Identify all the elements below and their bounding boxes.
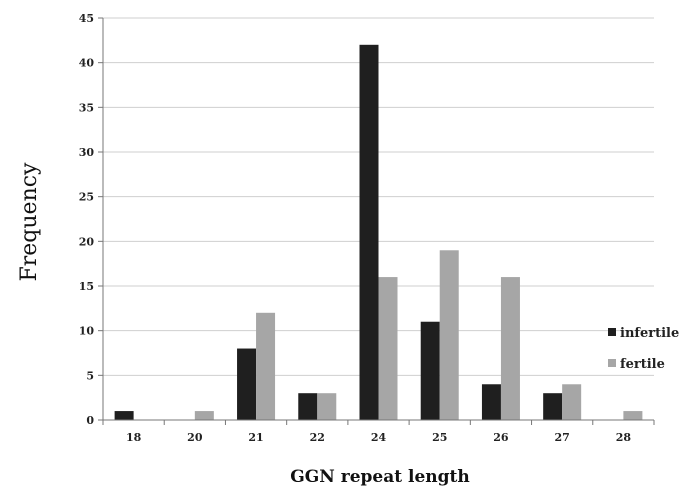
bar-infertile-18 [114,411,134,420]
legend: infertile fertile [608,326,679,372]
bar-infertile-26 [481,384,501,420]
bar-fertile-24 [378,277,398,420]
bar-fertile-27 [562,384,582,420]
bar-infertile-24 [359,44,379,421]
legend-label-fertile: fertile [620,357,665,372]
x-tick-label: 20 [187,431,203,444]
x-tick-label: 18 [126,431,142,444]
bar-fertile-26 [500,277,520,420]
y-tick-label: 10 [79,325,95,338]
bar-fertile-20 [194,411,214,420]
legend-swatch-fertile [608,359,616,367]
y-tick-label: 15 [79,280,94,293]
y-tick-label: 30 [79,146,95,159]
x-axis-title: GGN repeat length [290,467,470,487]
y-tick-label: 35 [79,101,94,114]
legend-swatch-infertile [608,328,616,336]
legend-label-infertile: infertile [620,326,679,341]
y-tick-label: 45 [79,12,94,25]
y-axis-ticks: 0 5 10 15 20 25 30 35 40 45 [79,12,103,427]
bar-fertile-21 [256,312,276,420]
bar-infertile-22 [298,393,318,420]
y-tick-label: 40 [79,57,95,70]
y-tick-label: 0 [86,414,94,427]
bar-infertile-27 [543,393,563,420]
x-tick-label: 28 [616,431,632,444]
x-tick-label: 21 [248,431,263,444]
bar-fertile-25 [439,250,459,420]
x-tick-label: 24 [371,431,387,444]
y-tick-label: 20 [79,235,95,248]
y-axis-title: Frequency [17,162,42,282]
x-tick-label: 27 [555,431,570,444]
bar-infertile-25 [420,321,440,420]
bar-fertile-28 [623,411,643,420]
bars [114,44,643,421]
x-tick-label: 26 [493,431,509,444]
axes [102,18,654,421]
x-axis-ticks: 18 20 21 22 24 25 26 27 28 [102,420,655,444]
bar-fertile-22 [317,393,337,420]
y-tick-label: 5 [86,369,94,382]
bar-infertile-21 [237,348,257,420]
y-tick-label: 25 [79,191,94,204]
x-tick-label: 25 [432,431,447,444]
x-tick-label: 22 [310,431,325,444]
